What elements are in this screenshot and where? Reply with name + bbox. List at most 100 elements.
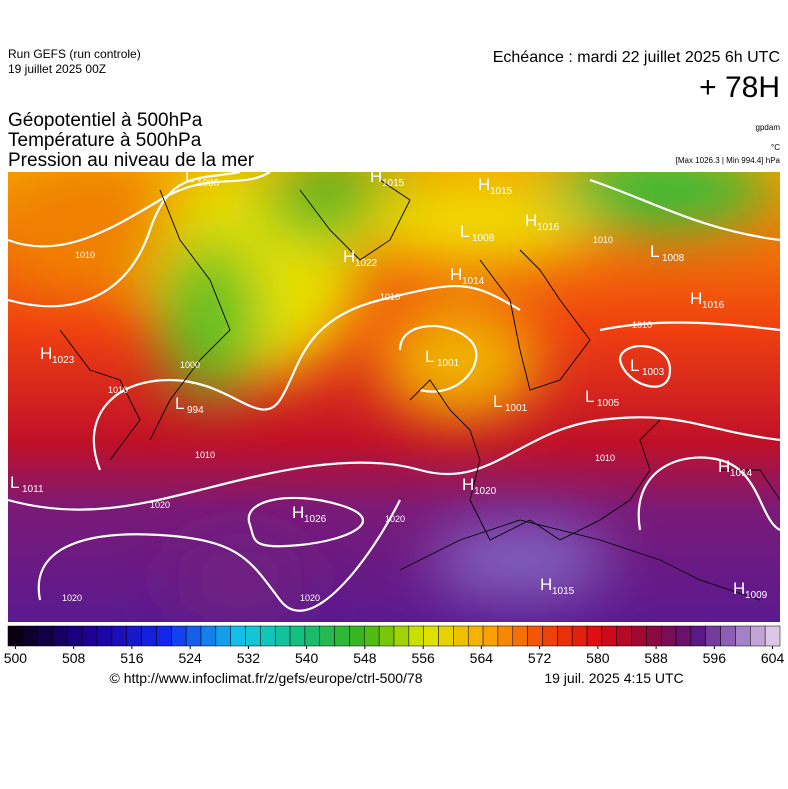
colorbar-cell (67, 625, 83, 647)
center-kind: H (462, 475, 474, 494)
colorbar-label: 564 (470, 650, 494, 666)
colorbar-cell (735, 625, 751, 647)
colorbar-cell (453, 625, 469, 647)
center-value: 1014 (730, 468, 753, 479)
title: Géopotentiel à 500hPa (8, 110, 203, 131)
center-kind: H (40, 344, 52, 363)
isobar-label: 1020 (385, 514, 405, 524)
colorbar-cell (690, 625, 707, 647)
center-kind: H (718, 457, 730, 476)
title: Température à 500hPa (8, 130, 202, 151)
colorbar-cell (467, 625, 484, 647)
run-date: 19 juillet 2025 00Z (8, 62, 106, 76)
center-kind: L (425, 347, 434, 366)
isobar-label: 1010 (108, 385, 128, 395)
title: Pression au niveau de la mer (8, 150, 255, 171)
center-value: 1016 (702, 300, 725, 311)
isobar-label: 1010 (632, 320, 652, 330)
isobar-label: 1010 (595, 453, 615, 463)
colorbar-cell (571, 625, 588, 647)
colorbar-cell (750, 625, 766, 647)
isobar-label: 1010 (380, 292, 400, 302)
colorbar-label: 572 (528, 650, 552, 666)
colorbar-cell (705, 625, 721, 647)
center-value: 1015 (382, 178, 405, 189)
colorbar-cell (215, 625, 231, 647)
center-kind: H (540, 575, 552, 594)
colorbar-cell (274, 625, 291, 647)
colorbar-cell (675, 625, 692, 647)
colorbar-label: 516 (120, 650, 144, 666)
center-value: 1026 (304, 514, 327, 525)
colorbar-label: 604 (761, 650, 785, 666)
colorbar-label: 540 (295, 650, 319, 666)
center-kind: H (292, 503, 304, 522)
colorbar-cell (482, 625, 499, 647)
center-kind: L (10, 473, 19, 492)
colorbar-cell (289, 625, 306, 647)
colorbar-label: 524 (178, 650, 202, 666)
source: © http://www.infoclimat.fr/z/gefs/europe… (109, 670, 422, 686)
isobar-label: 1020 (150, 500, 170, 510)
map (8, 172, 780, 622)
colorbar-cell (764, 625, 781, 647)
center-kind: H (478, 175, 490, 194)
colorbar-cell (230, 625, 246, 647)
isobar-label: 1010 (593, 235, 613, 245)
colorbar-cell (423, 625, 439, 647)
isobar-label: 1020 (300, 593, 320, 603)
colorbar-cell (646, 625, 662, 647)
center-kind: L (493, 392, 502, 411)
run: Run GEFS (run controle) (8, 47, 141, 61)
center-value: 1023 (52, 355, 75, 366)
center-kind: L (460, 222, 469, 241)
center-value: 994 (187, 405, 204, 416)
center-value: 1001 (505, 403, 528, 414)
center-value: 1003 (642, 367, 665, 378)
colorbar-label: 580 (586, 650, 610, 666)
colorbar-cell (586, 625, 603, 647)
unit: °C (771, 143, 780, 152)
center-value: 1008 (472, 233, 495, 244)
colorbar-label: 508 (62, 650, 86, 666)
colorbar-cell (22, 625, 38, 647)
colorbar-cell (171, 625, 187, 647)
colorbar-cell (319, 625, 335, 647)
colorbar-cell (7, 625, 24, 647)
colorbar-cell (126, 625, 142, 647)
colorbar-cell (81, 625, 98, 647)
colorbar-cell (52, 625, 68, 647)
unit: [Max 1026.3 | Min 994.4] hPa (676, 156, 781, 165)
center-value: 1005 (597, 398, 620, 409)
center-value: 1008 (662, 253, 685, 264)
colorbar-cell (200, 625, 217, 647)
colorbar-cell (557, 625, 573, 647)
colorbar-cell (601, 625, 617, 647)
colorbar-cell (141, 625, 157, 647)
center-value: 1015 (490, 186, 513, 197)
center-kind: H (690, 289, 702, 308)
center-kind: H (525, 211, 537, 230)
colorbar-cell (364, 625, 380, 647)
colorbar-cell (631, 625, 647, 647)
center-value: 1014 (462, 276, 485, 287)
colorbar-label: 500 (4, 650, 28, 666)
colorbar-label: 532 (237, 650, 261, 666)
isobar-label: 1010 (195, 450, 215, 460)
colorbar-cell (349, 625, 365, 647)
center-value: 1022 (355, 258, 378, 269)
colorbar-cell (334, 625, 350, 647)
colorbar-cell (512, 625, 528, 647)
colorbar-cell (185, 625, 202, 647)
colorbar-label: 548 (353, 650, 377, 666)
valid-time: Echéance : mardi 22 juillet 2025 6h UTC (493, 49, 780, 66)
center-kind: H (733, 579, 745, 598)
colorbar-cell (260, 625, 276, 647)
center-value: 1015 (552, 586, 575, 597)
colorbar-cell (660, 625, 677, 647)
center-kind: L (185, 167, 194, 186)
unit: gpdam (756, 123, 781, 132)
colorbar-cell (393, 625, 410, 647)
colorbar-cell (96, 625, 113, 647)
